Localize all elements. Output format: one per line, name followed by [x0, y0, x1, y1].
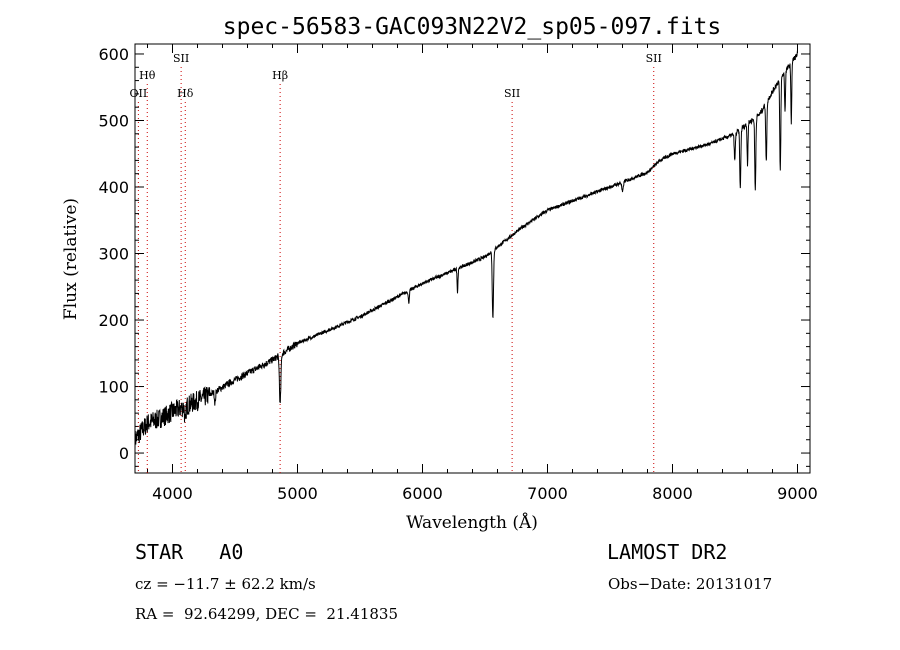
y-tick-label: 500 — [98, 111, 129, 130]
object-class: STAR A0 — [135, 540, 244, 564]
redshift-velocity: cz = −11.7 ± 62.2 km/s — [135, 575, 316, 593]
x-tick-label: 8000 — [652, 484, 693, 503]
spectral-line-label: Hβ — [272, 69, 288, 82]
spectral-line-label: OII — [130, 87, 148, 100]
chart-title: spec-56583-GAC093N22V2_sp05-097.fits — [223, 14, 722, 40]
spectral-line-label: Hδ — [177, 87, 194, 100]
x-tick-label: 7000 — [527, 484, 568, 503]
y-axis-label: Flux (relative) — [61, 198, 81, 320]
spectral-line-label: SII — [646, 52, 662, 65]
sky-coordinates: RA = 92.64299, DEC = 21.41835 — [135, 605, 399, 623]
y-tick-label: 400 — [98, 178, 129, 197]
spectral-line-label: SII — [504, 87, 520, 100]
spectral-line-label: Hθ — [139, 69, 156, 82]
spectrum-line — [134, 50, 798, 450]
x-tick-label: 5000 — [277, 484, 318, 503]
x-tick-label: 4000 — [152, 484, 193, 503]
plot-area: 4000 5000 6000 7000 8000 9000 0 100 200 300 400 500… — [98, 43, 818, 503]
y-tick-label: 200 — [98, 311, 129, 330]
observation-date: Obs−Date: 20131017 — [608, 575, 773, 593]
y-tick-label: 300 — [98, 245, 129, 264]
y-tick-label: 100 — [98, 378, 129, 397]
x-tick-label: 6000 — [402, 484, 443, 503]
x-axis-label: Wavelength (Å) — [406, 512, 538, 533]
survey-name: LAMOST DR2 — [607, 540, 728, 564]
x-tick-label: 9000 — [777, 484, 818, 503]
y-tick-label: 0 — [119, 444, 129, 463]
spectral-line-label: SII — [173, 52, 189, 65]
plot-frame — [134, 43, 811, 474]
y-tick-label: 600 — [98, 45, 129, 64]
